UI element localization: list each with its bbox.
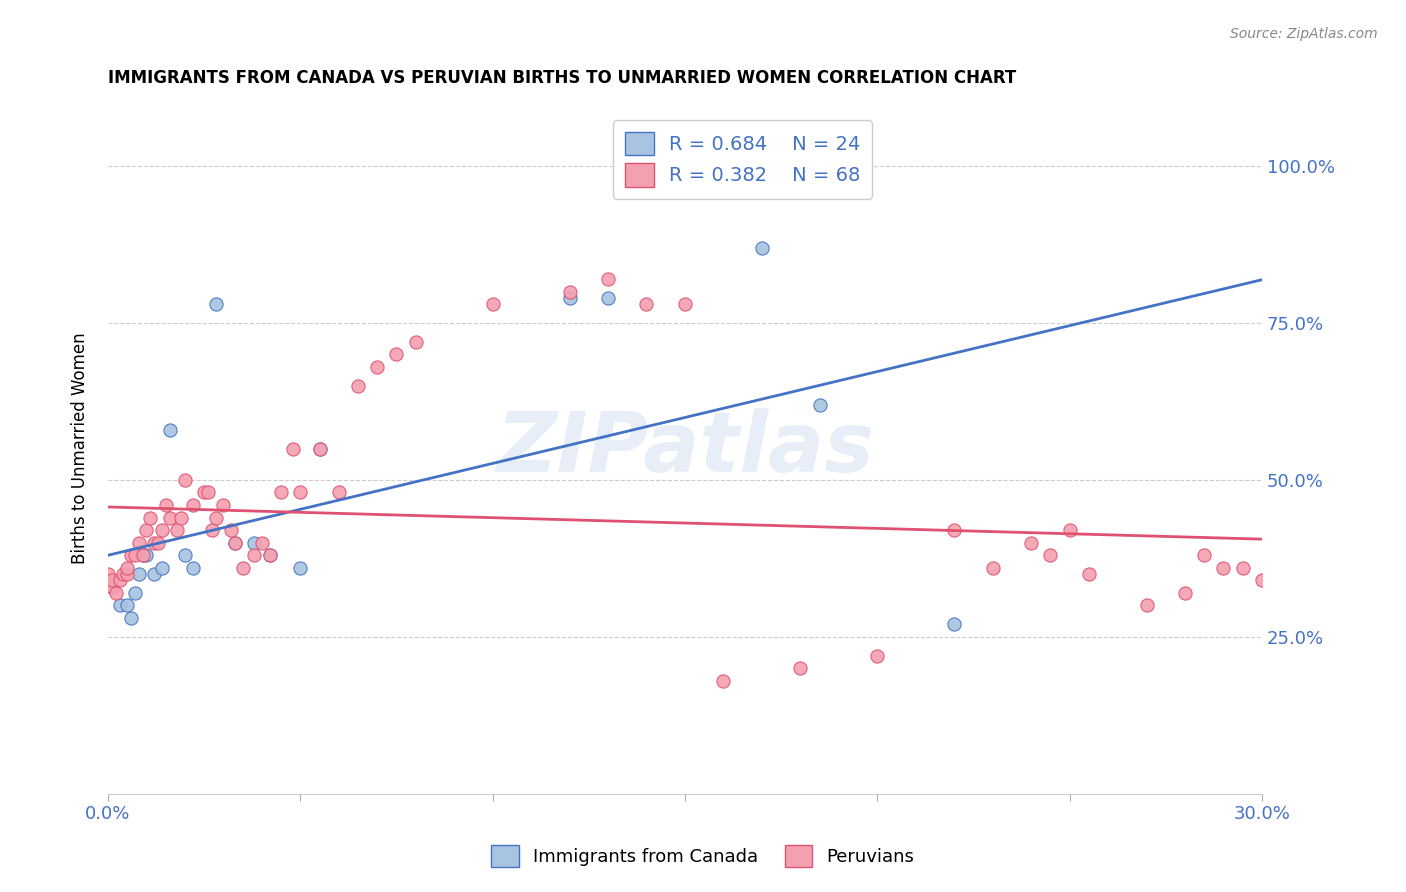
Point: [270, 485, 292, 500]
Point: [751, 241, 773, 255]
Point: [197, 485, 219, 500]
Text: Source: ZipAtlas.com: Source: ZipAtlas.com: [1230, 27, 1378, 41]
Point: [131, 548, 153, 562]
Point: [131, 548, 153, 562]
Point: [808, 398, 831, 412]
Point: [558, 291, 581, 305]
Point: [981, 560, 1004, 574]
Point: [347, 378, 370, 392]
Point: [1212, 560, 1234, 574]
Point: [166, 523, 188, 537]
Point: [943, 523, 966, 537]
Point: [159, 423, 181, 437]
Y-axis label: Births to Unmarried Women: Births to Unmarried Women: [72, 333, 89, 565]
Point: [1289, 567, 1312, 582]
Point: [174, 548, 197, 562]
Point: [1327, 567, 1350, 582]
Point: [128, 535, 150, 549]
Point: [181, 498, 204, 512]
Point: [97, 567, 120, 582]
Point: [135, 548, 157, 562]
Point: [943, 617, 966, 632]
Point: [170, 510, 193, 524]
Point: [481, 297, 503, 311]
Point: [224, 535, 246, 549]
Point: [636, 297, 658, 311]
Point: [204, 510, 226, 524]
Point: [328, 485, 350, 500]
Point: [1251, 574, 1274, 588]
Point: [558, 285, 581, 299]
Point: [1232, 560, 1254, 574]
Point: [143, 535, 166, 549]
Point: [290, 560, 312, 574]
Point: [124, 586, 146, 600]
Point: [290, 485, 312, 500]
Point: [789, 661, 811, 675]
Point: [673, 297, 696, 311]
Point: [115, 599, 138, 613]
Point: [112, 567, 135, 582]
Point: [308, 442, 330, 456]
Point: [224, 535, 246, 549]
Point: [596, 272, 619, 286]
Point: [155, 498, 177, 512]
Point: [1059, 523, 1081, 537]
Point: [1077, 567, 1099, 582]
Point: [139, 510, 162, 524]
Text: IMMIGRANTS FROM CANADA VS PERUVIAN BIRTHS TO UNMARRIED WOMEN CORRELATION CHART: IMMIGRANTS FROM CANADA VS PERUVIAN BIRTH…: [108, 69, 1017, 87]
Point: [204, 297, 226, 311]
Point: [1192, 548, 1215, 562]
Point: [866, 648, 889, 663]
Point: [259, 548, 281, 562]
Point: [193, 485, 215, 500]
Point: [219, 523, 242, 537]
Point: [146, 535, 169, 549]
Point: [713, 673, 735, 688]
Point: [181, 560, 204, 574]
Point: [366, 359, 388, 374]
Point: [104, 586, 127, 600]
Point: [159, 510, 181, 524]
Point: [243, 548, 266, 562]
Point: [101, 580, 124, 594]
Point: [385, 347, 408, 361]
Point: [124, 548, 146, 562]
Point: [308, 442, 330, 456]
Point: [250, 535, 273, 549]
Point: [115, 567, 138, 582]
Point: [281, 442, 304, 456]
Point: [108, 574, 131, 588]
Point: [120, 611, 142, 625]
Point: [201, 523, 224, 537]
Point: [135, 523, 157, 537]
Point: [120, 548, 142, 562]
Point: [128, 567, 150, 582]
Point: [174, 473, 197, 487]
Point: [405, 334, 427, 349]
Point: [1309, 586, 1331, 600]
Point: [101, 574, 124, 588]
Point: [150, 523, 173, 537]
Point: [259, 548, 281, 562]
Legend: Immigrants from Canada, Peruvians: Immigrants from Canada, Peruvians: [484, 838, 922, 874]
Point: [108, 599, 131, 613]
Point: [1174, 586, 1197, 600]
Point: [596, 291, 619, 305]
Point: [243, 535, 266, 549]
Point: [1019, 535, 1042, 549]
Point: [1270, 548, 1292, 562]
Point: [150, 560, 173, 574]
Point: [115, 560, 138, 574]
Text: ZIPatlas: ZIPatlas: [496, 408, 875, 489]
Point: [1135, 599, 1157, 613]
Point: [1039, 548, 1062, 562]
Legend: R = 0.684    N = 24, R = 0.382    N = 68: R = 0.684 N = 24, R = 0.382 N = 68: [613, 120, 872, 199]
Point: [212, 498, 235, 512]
Point: [101, 580, 124, 594]
Point: [143, 567, 166, 582]
Point: [232, 560, 254, 574]
